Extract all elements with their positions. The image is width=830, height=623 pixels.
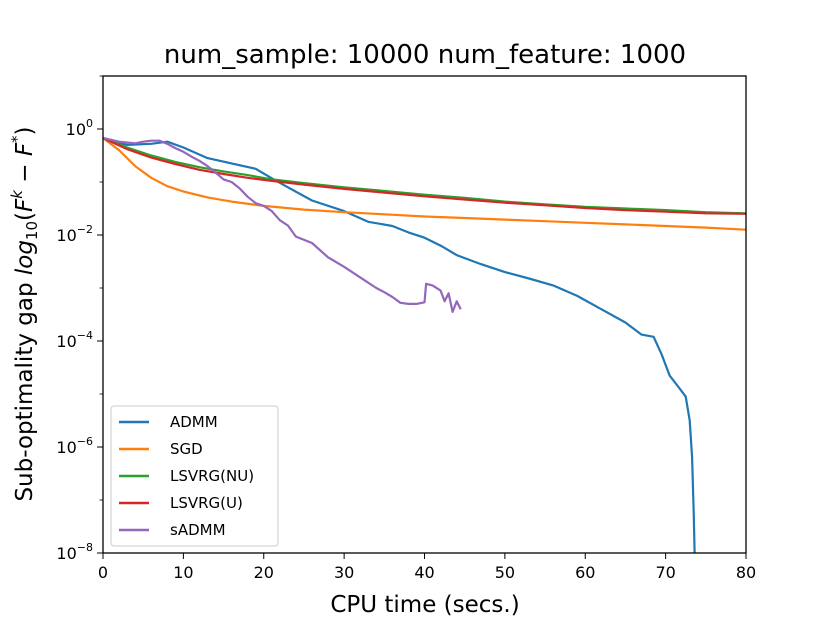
x-tick-label: 10: [173, 563, 193, 582]
legend-box: [110, 405, 279, 547]
x-tick-label: 20: [254, 563, 274, 582]
y-tick-label: 10−4: [56, 329, 93, 351]
legend-label: LSVRG(NU): [170, 467, 254, 485]
series-line-lsvrg-u: [103, 137, 746, 215]
legend-label: sADMM: [170, 521, 226, 539]
y-label-minus: −: [12, 156, 38, 190]
y-label-log: log: [12, 240, 38, 275]
x-tick-label: 70: [655, 563, 675, 582]
legend: ADMM SGD LSVRG(NU) LSVRG(U) sADMM: [110, 405, 279, 547]
legend-label: SGD: [170, 440, 203, 458]
x-axis-label: CPU time (secs.): [330, 592, 519, 618]
chart-title: num_sample: 10000 num_feature: 1000: [164, 40, 686, 70]
series-group: [103, 136, 746, 553]
y-axis-label: Sub-optimality gap log10(Fk − F*): [8, 126, 41, 501]
series-line-sgd: [103, 137, 746, 231]
legend-label: ADMM: [170, 413, 218, 431]
x-tick-label: 40: [414, 563, 434, 582]
y-label-open-paren: (: [12, 212, 38, 221]
legend-label: LSVRG(U): [170, 494, 243, 512]
series-line-admm: [103, 136, 696, 553]
y-tick-label: 10−8: [56, 541, 93, 563]
x-tick-label: 0: [98, 563, 108, 582]
y-tick-label: 100: [66, 117, 93, 139]
x-tick-label: 50: [495, 563, 515, 582]
y-label-prefix: Sub-optimality gap: [12, 275, 38, 501]
y-tick-label: 10−2: [56, 223, 93, 245]
y-label-log-base: 10: [23, 221, 41, 240]
y-axis-ticks: 100 10−2 10−4 10−6 10−8: [56, 75, 103, 563]
y-label-close-paren: ): [12, 126, 38, 135]
y-label-F1: F: [12, 198, 38, 212]
x-tick-label: 30: [334, 563, 354, 582]
x-tick-label: 60: [575, 563, 595, 582]
series-line-sadmm: [103, 136, 462, 313]
y-label-sup-star: *: [8, 135, 26, 143]
series-line-lsvrg-nu: [103, 136, 746, 215]
legend-items: ADMM SGD LSVRG(NU) LSVRG(U) sADMM: [119, 413, 254, 539]
x-axis-ticks: 0 10 20 30 40 50 60 70 80: [98, 553, 756, 582]
y-tick-label: 10−6: [56, 435, 93, 457]
x-tick-label: 80: [736, 563, 756, 582]
y-label-sup-k: k: [8, 189, 26, 199]
y-label-F2: F: [12, 142, 38, 156]
